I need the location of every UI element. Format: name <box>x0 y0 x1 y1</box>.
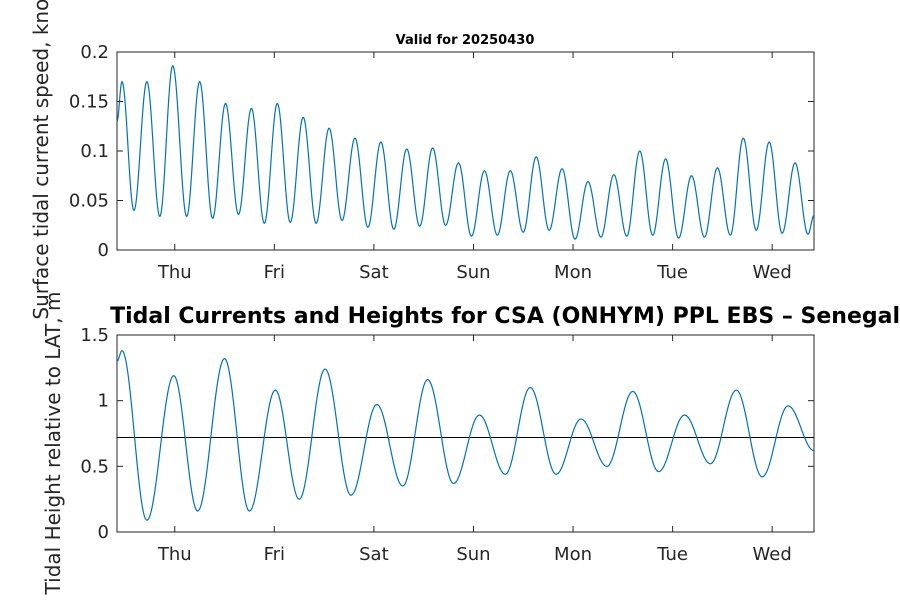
height-panel: 0 0.5 1 1.5 Thu Fri Sat Sun Mon Tue Wed Tidal Hei… <box>41 292 815 596</box>
height-x-tick-label: Tue <box>656 544 688 565</box>
speed-y-tick-label: 0.2 <box>80 42 109 63</box>
speed-y-tick-label: 0.1 <box>80 141 109 162</box>
speed-y-tick-label: 0.15 <box>69 92 109 113</box>
speed-panel-title: Valid for 20250430 <box>396 33 535 48</box>
speed-x-tick-label: Mon <box>554 262 592 283</box>
height-y-tick-label: 1 <box>98 391 109 412</box>
speed-x-tick-label: Thu <box>157 262 192 283</box>
height-y-tick-label: 0 <box>98 522 109 543</box>
height-x-tick-label: Sat <box>359 544 389 565</box>
speed-x-tick-label: Sat <box>359 262 389 283</box>
speed-x-tick-label: Tue <box>656 262 688 283</box>
height-x-ticks: Thu Fri Sat Sun Mon Tue Wed <box>157 335 792 565</box>
height-plot-area <box>116 334 815 533</box>
speed-x-tick-label: Wed <box>753 262 792 283</box>
speed-x-tick-label: Sun <box>456 262 490 283</box>
speed-y-tick-label: 0.05 <box>69 191 109 212</box>
speed-y-ticks: 0 0.05 0.1 0.15 0.2 <box>69 42 814 261</box>
height-y-tick-label: 0.5 <box>80 456 109 477</box>
speed-x-tick-label: Fri <box>264 262 285 283</box>
speed-y-axis-label: Surface tidal current speed, knots <box>29 0 53 320</box>
speed-plot-area <box>116 51 815 251</box>
height-x-tick-label: Fri <box>264 544 285 565</box>
speed-y-tick-label: 0 <box>98 240 109 261</box>
height-x-tick-label: Thu <box>157 544 192 565</box>
height-y-tick-label: 1.5 <box>80 325 109 346</box>
height-x-tick-label: Mon <box>554 544 592 565</box>
speed-panel: 0 0.05 0.1 0.15 0.2 Thu Fri Sat Sun Mon Tue Wed Va… <box>29 0 815 320</box>
height-x-tick-label: Wed <box>753 544 792 565</box>
speed-x-ticks: Thu Fri Sat Sun Mon Tue Wed <box>157 52 792 283</box>
height-series-line <box>116 350 815 521</box>
height-y-ticks: 0 0.5 1 1.5 <box>80 325 814 543</box>
height-y-axis-label: Tidal Height relative to LAT, m <box>41 292 65 596</box>
speed-series-line <box>116 65 815 240</box>
figure-title: Tidal Currents and Heights for CSA (ONHY… <box>110 304 900 329</box>
height-x-tick-label: Sun <box>456 544 490 565</box>
